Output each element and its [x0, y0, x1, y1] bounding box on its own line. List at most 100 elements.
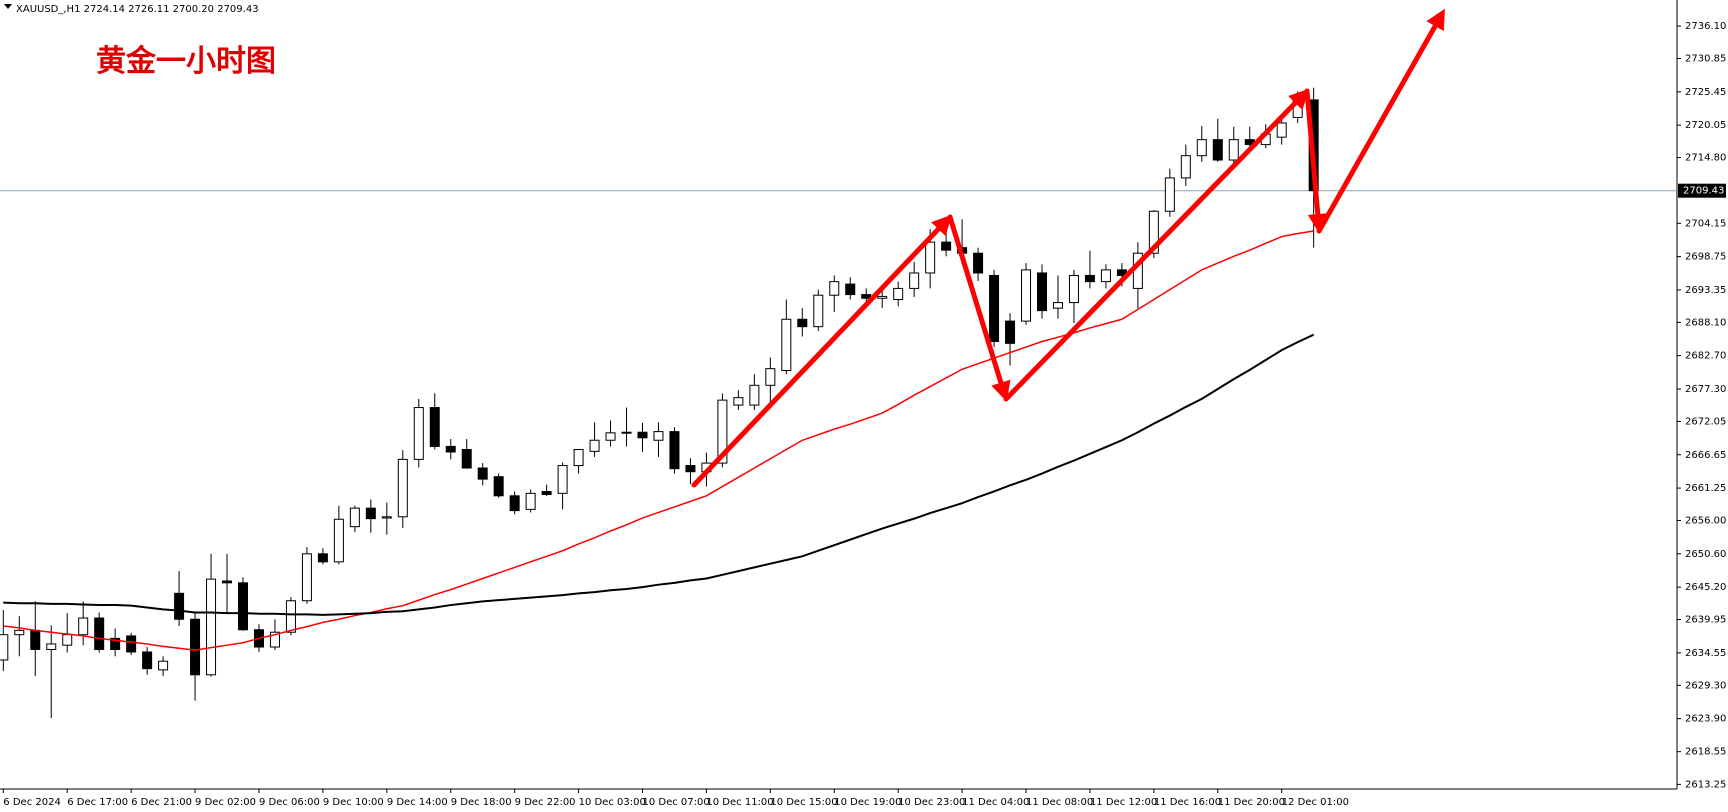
y-tick-label: 2656.00 — [1685, 515, 1726, 526]
x-tick-label: 6 Dec 21:00 — [131, 797, 192, 808]
candle-body — [717, 399, 728, 464]
candle-body — [573, 449, 584, 467]
candle-body — [829, 281, 840, 296]
candle-body — [1148, 210, 1159, 254]
candle-body — [0, 634, 9, 661]
y-tick-label: 2730.85 — [1685, 53, 1726, 64]
arrow — [1304, 88, 1328, 234]
candle-body — [14, 629, 25, 636]
candle-body — [525, 492, 536, 510]
candle-body — [142, 651, 153, 670]
y-tick-label: 2704.15 — [1685, 218, 1726, 229]
candle-body — [1228, 139, 1239, 161]
candle-body — [1052, 302, 1063, 309]
x-tick-label: 9 Dec 14:00 — [387, 797, 448, 808]
x-tick-label: 10 Dec 07:00 — [643, 797, 710, 808]
candle-body — [685, 465, 696, 473]
candle-body — [589, 439, 600, 452]
candle-body — [781, 318, 792, 372]
last-price-label: 2709.43 — [1683, 186, 1724, 197]
y-tick-label: 2661.25 — [1685, 483, 1726, 494]
candle-body — [1068, 274, 1079, 304]
candle-body — [381, 516, 392, 519]
x-tick-label: 10 Dec 19:00 — [834, 797, 901, 808]
x-tick-label: 9 Dec 06:00 — [259, 797, 320, 808]
moving-average — [3, 230, 1314, 651]
annotation: 黄金一小时图 — [96, 44, 276, 78]
arrow — [1003, 88, 1310, 402]
x-tick-label: 11 Dec 04:00 — [962, 797, 1029, 808]
candle-body — [1180, 155, 1191, 179]
y-tick-label: 2677.30 — [1685, 384, 1726, 395]
candle-body — [62, 634, 73, 646]
candle-body — [285, 600, 296, 633]
candle-body — [397, 458, 408, 518]
candle-body — [126, 635, 137, 653]
x-tick-label: 9 Dec 22:00 — [515, 797, 576, 808]
candle-body — [461, 449, 472, 469]
candle-body — [1005, 320, 1016, 344]
candle-body — [46, 643, 57, 651]
candle-body — [1196, 139, 1207, 157]
y-tick-label: 2736.10 — [1685, 21, 1726, 32]
y-tick-label: 2623.90 — [1685, 714, 1726, 725]
x-tick-label: 9 Dec 18:00 — [451, 797, 512, 808]
x-tick-label: 6 Dec 17:00 — [67, 797, 128, 808]
candle-body — [301, 553, 312, 602]
candle-body — [1084, 274, 1095, 283]
menu-icon[interactable] — [4, 4, 12, 9]
candle-body — [765, 368, 776, 386]
candle-body — [269, 631, 280, 648]
candle-body — [797, 318, 808, 328]
x-tick-label: 9 Dec 10:00 — [323, 797, 384, 808]
x-tick-label: 12 Dec 01:00 — [1282, 797, 1349, 808]
candle-body — [653, 431, 664, 441]
candle-body — [877, 295, 888, 299]
candle-body — [349, 507, 360, 528]
x-tick-label: 10 Dec 23:00 — [898, 797, 965, 808]
x-tick-label: 10 Dec 11:00 — [706, 797, 773, 808]
x-tick-label: 11 Dec 20:00 — [1218, 797, 1285, 808]
y-tick-label: 2613.25 — [1685, 779, 1726, 790]
candle-body — [1100, 269, 1111, 283]
candle-body — [541, 490, 552, 496]
y-tick-label: 2629.30 — [1685, 680, 1726, 691]
candle-body — [669, 431, 680, 470]
candle-body — [238, 582, 248, 631]
x-tick-label: 6 Dec 2024 — [3, 797, 61, 808]
y-tick-label: 2682.70 — [1685, 351, 1726, 362]
chart-header: XAUUSD_,H1 2724.14 2726.11 2700.20 2709.… — [16, 4, 259, 15]
candle-body — [1212, 139, 1223, 161]
y-tick-label: 2639.95 — [1685, 615, 1726, 626]
candle-body — [733, 397, 744, 406]
candle-body — [813, 294, 824, 328]
x-tick-label: 11 Dec 12:00 — [1090, 797, 1157, 808]
candle-body — [222, 580, 233, 584]
arrow — [691, 214, 953, 488]
candle-body — [110, 637, 121, 651]
candle-body — [1276, 122, 1287, 138]
candle-body — [749, 384, 760, 406]
candle-body — [158, 660, 169, 671]
candle-body — [174, 592, 185, 620]
candle-body — [365, 507, 376, 520]
candle-body — [893, 287, 904, 301]
y-tick-label: 2693.35 — [1685, 285, 1726, 296]
candle-body — [989, 274, 1000, 342]
x-tick-label: 9 Dec 02:00 — [195, 797, 256, 808]
candle-body — [973, 252, 984, 274]
y-tick-label: 2645.20 — [1685, 582, 1726, 593]
candle-body — [30, 629, 41, 651]
candle-body — [557, 465, 568, 494]
y-tick-label: 2720.05 — [1685, 120, 1726, 131]
annotation-arrows — [691, 8, 1445, 488]
candle-body — [941, 241, 952, 251]
last-price-box — [1678, 183, 1726, 198]
y-tick-label: 2666.65 — [1685, 450, 1726, 461]
x-tick-label: 11 Dec 16:00 — [1154, 797, 1221, 808]
candle-body — [429, 407, 440, 447]
candle-body — [413, 407, 424, 460]
candle-body — [621, 431, 632, 434]
candle-body — [509, 495, 520, 512]
